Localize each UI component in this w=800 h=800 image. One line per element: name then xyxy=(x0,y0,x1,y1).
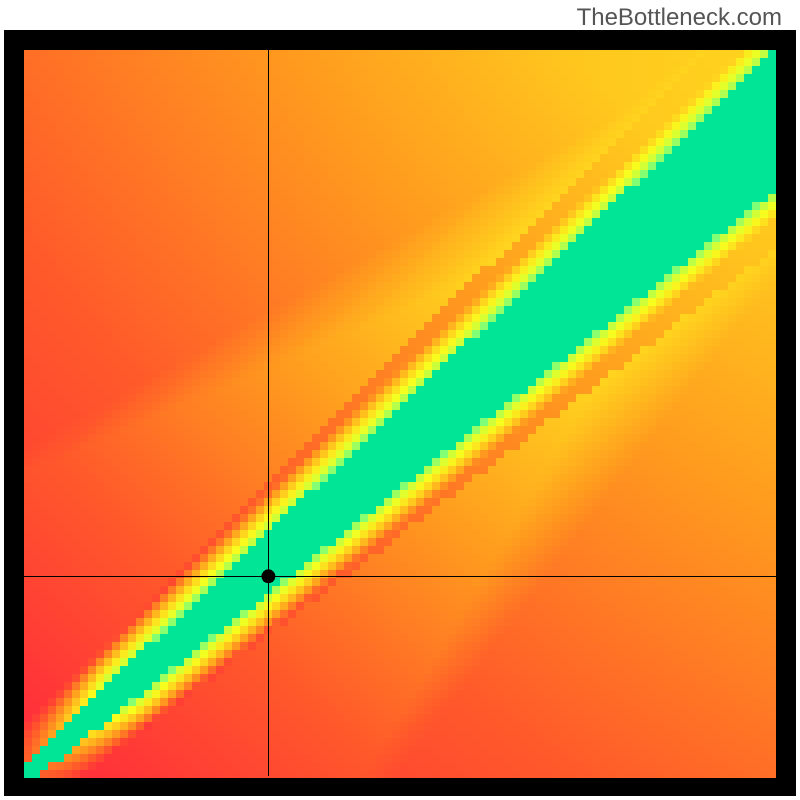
chart-container: TheBottleneck.com xyxy=(0,0,800,800)
heatmap-canvas xyxy=(4,30,796,796)
watermark-text: TheBottleneck.com xyxy=(577,4,782,32)
heatmap-plot xyxy=(4,30,796,796)
